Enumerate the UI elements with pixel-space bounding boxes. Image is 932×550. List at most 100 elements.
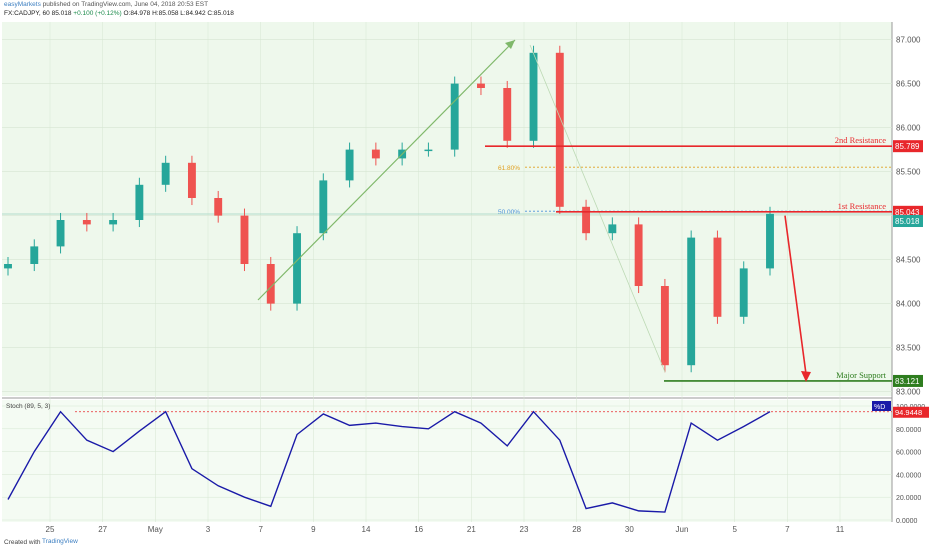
price-tick-label: 83.500: [896, 344, 921, 353]
candle-body: [266, 264, 275, 304]
level-label: Major Support: [836, 370, 886, 380]
candle-body: [766, 213, 774, 269]
date-tick-label: May: [148, 525, 163, 534]
trendline-arrowhead: [505, 40, 515, 49]
candle-body: [30, 246, 39, 264]
price-axis-bg: [892, 22, 932, 522]
current-price-tag: [893, 215, 923, 228]
price-tick-label: 86.500: [896, 80, 921, 89]
author-link[interactable]: easyMarkets: [4, 1, 41, 8]
low-value: L:84.942: [180, 10, 206, 17]
price-tick-label: 85.500: [896, 168, 921, 177]
date-tick-label: 9: [311, 525, 316, 534]
candle-body: [634, 224, 643, 286]
level-value-label: 85.789: [895, 142, 920, 151]
candle-body: [687, 237, 696, 366]
price-tick-label: 83.000: [896, 388, 921, 397]
price-tick-label: 84.000: [896, 300, 921, 309]
date-tick-label: 30: [625, 525, 634, 534]
date-tick-label: 3: [206, 525, 211, 534]
fib-anchor-line: [529, 44, 666, 373]
fib-level-label: 61.80%: [498, 165, 520, 172]
projection-arrowhead: [801, 370, 811, 382]
price-change: +0.100 (+0.12%): [73, 10, 122, 17]
level-label: 2nd Resistance: [835, 135, 886, 145]
stoch-pane-bg: [2, 400, 892, 522]
footer-created: Created with: [4, 539, 41, 546]
date-tick-label: 27: [98, 525, 107, 534]
open-value: O:84.978: [123, 10, 151, 17]
date-tick-label: 5: [732, 525, 737, 534]
current-price-label: 85.018: [895, 217, 920, 226]
candle-body: [608, 224, 617, 234]
publish-info: easyMarkets published on TradingView.com…: [4, 1, 208, 8]
date-tick-label: 25: [46, 525, 55, 534]
level-value-bg: [893, 374, 923, 387]
stoch-legend-label: %D: [874, 404, 885, 411]
candle-body: [582, 206, 591, 234]
symbol-info: FX:CADJPY, 60 85.018 +0.100 (+0.12%) O:8…: [4, 10, 234, 17]
stoch-value-label: 94.9448: [895, 408, 922, 417]
stoch-title: Stoch (89, 5, 3): [6, 403, 50, 410]
candle-body: [135, 184, 144, 220]
stoch-tick-label: 0.0000: [896, 518, 918, 525]
date-tick-label: 28: [572, 525, 581, 534]
stoch-value-bg: [893, 406, 929, 418]
symbol-label: FX:CADJPY, 60: [4, 10, 50, 17]
candle-body: [82, 220, 91, 225]
fib-level-label: 50.00%: [498, 209, 520, 216]
candle-body: [450, 83, 459, 150]
stoch-tick-label: 20.0000: [896, 495, 921, 502]
date-tick-label: 7: [785, 525, 790, 534]
stoch-tick-label: 80.0000: [896, 427, 921, 434]
stoch-legend-bg: [872, 401, 891, 411]
candle-body: [371, 149, 380, 159]
candle-body: [240, 215, 249, 264]
trendline-up: [257, 39, 516, 301]
date-tick-label: 16: [414, 525, 423, 534]
tradingview-logo[interactable]: TradingView: [42, 538, 78, 545]
date-tick-label: 23: [520, 525, 529, 534]
level-value-bg: [893, 205, 923, 218]
chart-footer: Created with TradingView: [0, 536, 932, 550]
candle-body: [293, 233, 301, 304]
candle-body: [477, 83, 485, 88]
high-value: H:85.058: [152, 10, 179, 17]
candle-body: [161, 162, 170, 185]
level-label: 1st Resistance: [838, 201, 887, 211]
candle-body: [739, 268, 748, 317]
date-tick-label: 14: [362, 525, 371, 534]
price-tick-label: 84.500: [896, 256, 921, 265]
stoch-tick-label: 40.0000: [896, 472, 921, 479]
candle-body: [109, 220, 118, 225]
publish-text: published on TradingView.com, June 04, 2…: [42, 1, 209, 8]
date-tick-label: 7: [258, 525, 263, 534]
stoch-tick-label: 60.0000: [896, 450, 921, 457]
chart-header: easyMarkets published on TradingView.com…: [0, 0, 932, 22]
date-tick-label: 11: [836, 525, 845, 534]
candle-body: [319, 180, 328, 234]
candle-body: [503, 88, 512, 141]
candle-body: [529, 52, 538, 141]
stoch-d-line: [7, 410, 771, 513]
candle-body: [345, 149, 354, 181]
projection-arrow: [784, 215, 807, 375]
candle-body: [424, 149, 433, 152]
level-value-label: 83.121: [895, 377, 920, 386]
last-price: 85.018: [51, 10, 72, 17]
candle-body: [660, 286, 669, 366]
candle-body: [4, 264, 12, 269]
candle-body: [555, 52, 564, 207]
level-value-bg: [893, 140, 923, 153]
level-value-label: 85.043: [895, 208, 920, 217]
close-value: C:85.018: [207, 10, 234, 17]
candle-body: [713, 237, 722, 317]
date-tick-label: Jun: [676, 525, 689, 534]
date-tick-label: 21: [467, 525, 476, 534]
candle-body: [187, 162, 196, 198]
price-tick-label: 87.000: [896, 36, 921, 45]
price-tick-label: 86.000: [896, 124, 921, 133]
candle-body: [56, 220, 65, 247]
price-pane-bg: [2, 22, 892, 396]
